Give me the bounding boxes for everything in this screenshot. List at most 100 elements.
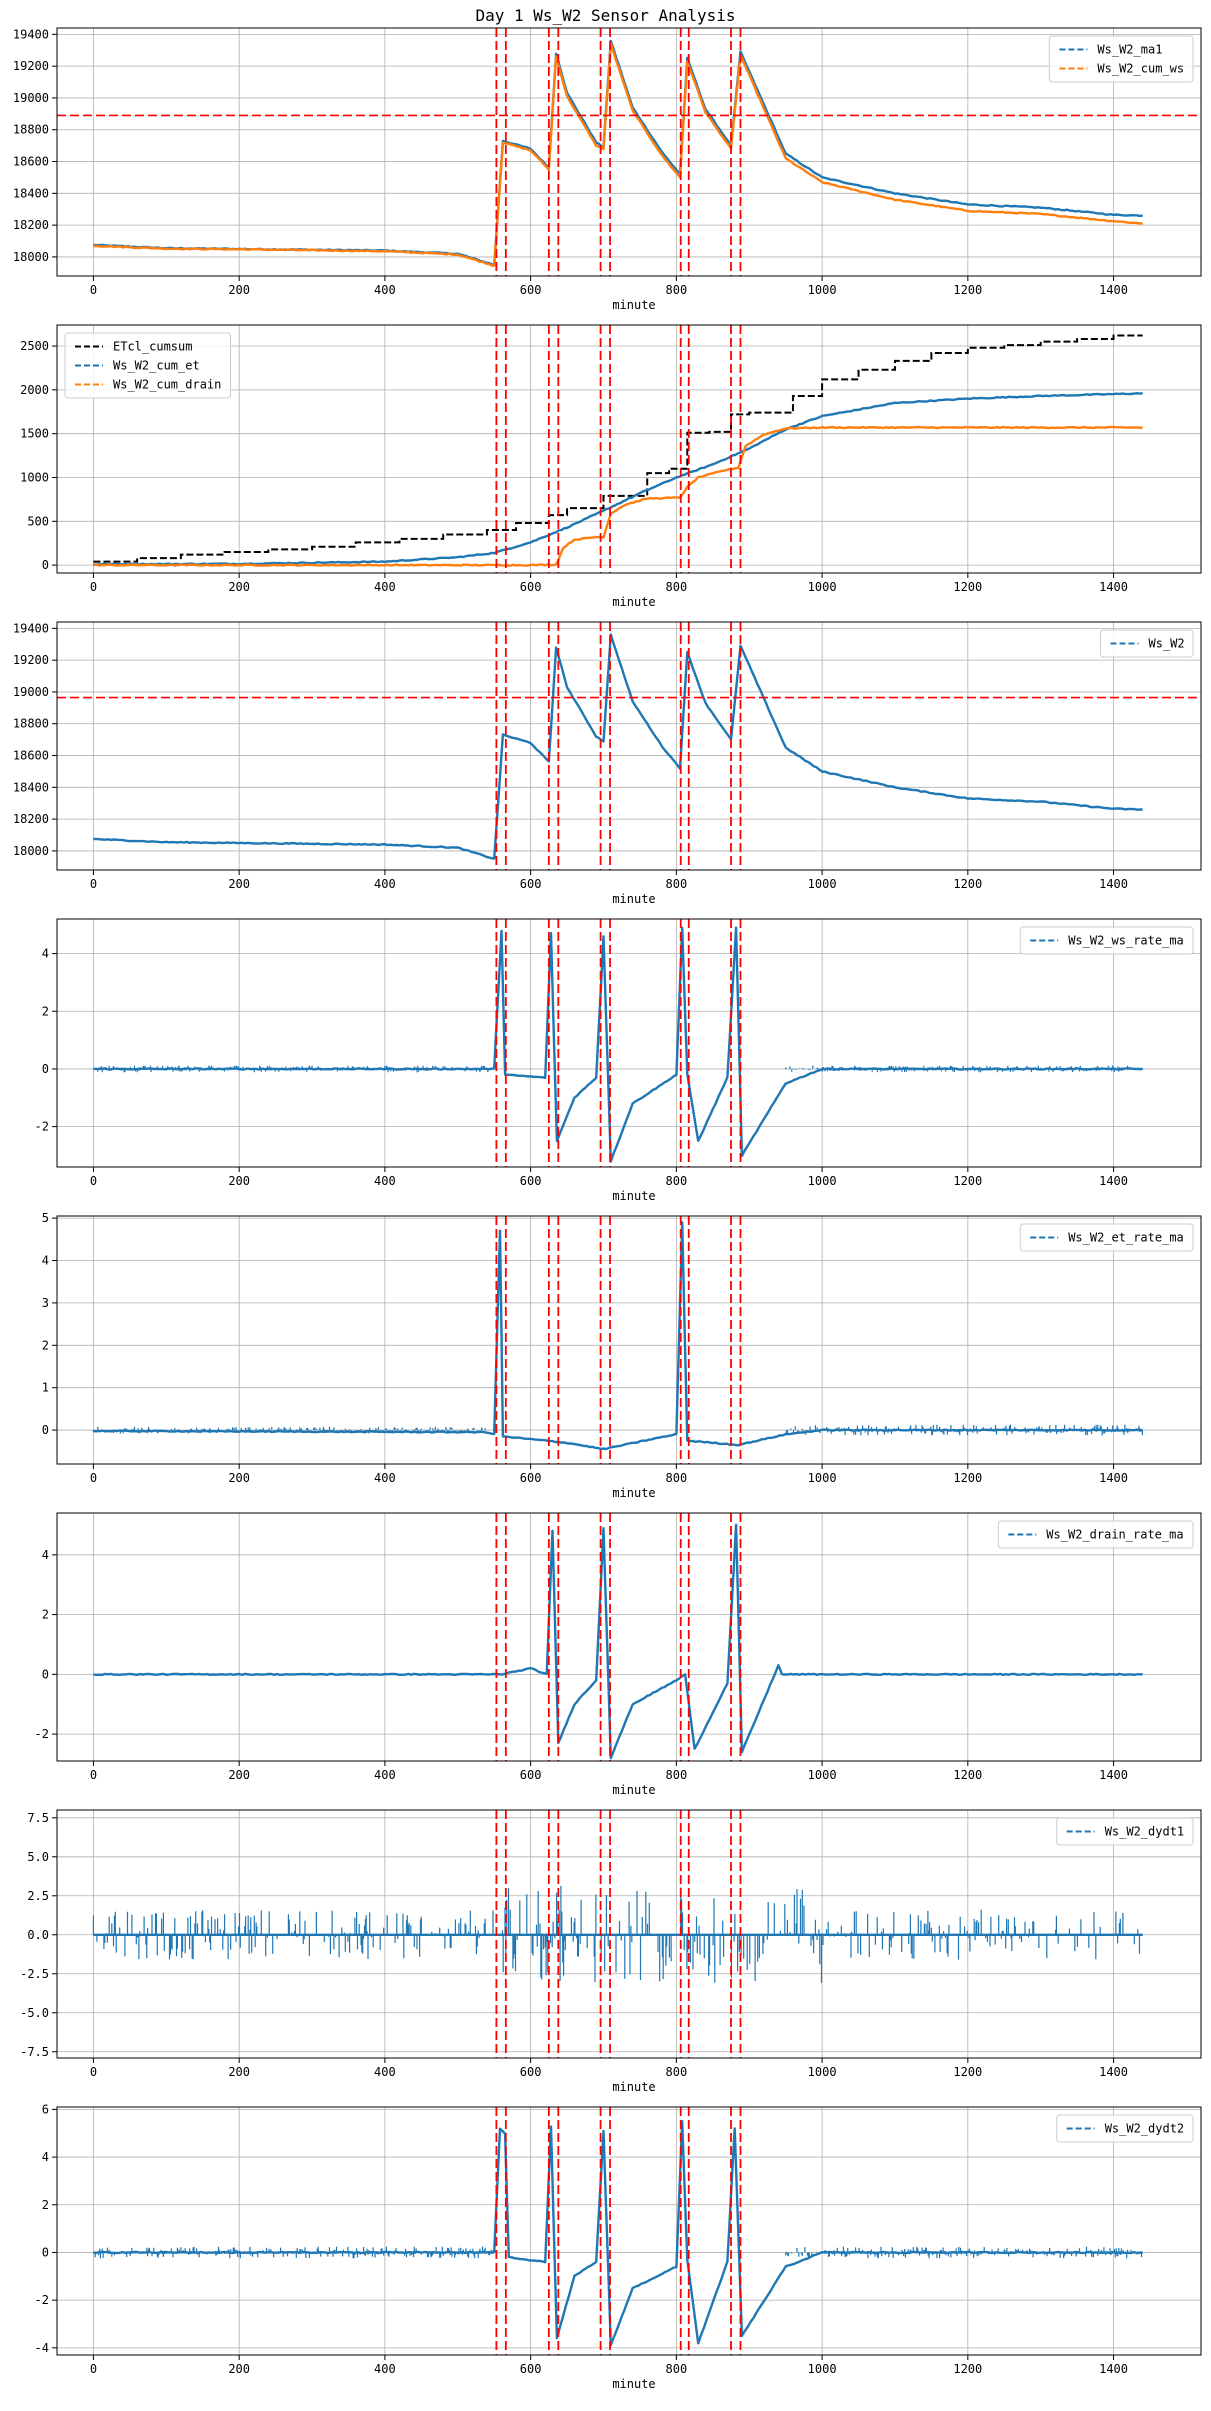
y-tick-label: 0.0 xyxy=(27,1928,49,1942)
x-tick-label: 1200 xyxy=(953,877,982,891)
x-tick-label: 200 xyxy=(228,2362,250,2376)
y-tick-label: -4 xyxy=(35,2341,49,2355)
legend: Ws_W2_ws_rate_ma xyxy=(1019,926,1194,955)
x-tick-label: 1400 xyxy=(1099,1174,1128,1188)
plot-area xyxy=(92,1221,1143,1451)
series-ETcl_cumsum xyxy=(93,334,1143,563)
x-tick-label: 600 xyxy=(520,283,542,297)
legend-label: Ws_W2_cum_ws xyxy=(1097,62,1184,76)
x-tick-label: 600 xyxy=(520,1174,542,1188)
legend-label: Ws_W2_et_rate_ma xyxy=(1068,1231,1184,1245)
subplot-6: 0 200 400 600 800 1000 1200 1400 -2 0 2 4 minute Ws_W… xyxy=(35,1512,1202,1797)
y-tick-label: 2500 xyxy=(20,339,49,353)
legend-box xyxy=(1100,629,1194,658)
plot-area xyxy=(93,926,1143,1163)
x-tick-label: 1200 xyxy=(953,1174,982,1188)
y-tick-label: -5.0 xyxy=(20,2006,49,2020)
x-tick-label: 800 xyxy=(666,2065,688,2079)
x-tick-label: 1000 xyxy=(808,580,837,594)
y-tick-label: 2000 xyxy=(20,383,49,397)
legend-box xyxy=(1056,1817,1194,1846)
x-tick-label: 1400 xyxy=(1099,1471,1128,1485)
x-tick-label: 400 xyxy=(374,1174,396,1188)
axes-frame xyxy=(56,2106,1202,2356)
series-Ws_W2_ma1 xyxy=(93,39,1143,267)
y-tick-label: 1000 xyxy=(20,470,49,484)
legend-label: ETcl_cumsum xyxy=(113,340,192,354)
y-tick-label: -2 xyxy=(35,2293,49,2307)
legend: Ws_W2 xyxy=(1100,629,1194,658)
x-tick-label: 600 xyxy=(520,877,542,891)
x-tick-label: 800 xyxy=(666,1471,688,1485)
plot-area xyxy=(93,334,1143,567)
x-tick-label: 1200 xyxy=(953,1471,982,1485)
y-tick-label: 19000 xyxy=(13,91,49,105)
x-tick-label: 600 xyxy=(520,2065,542,2079)
series-noise xyxy=(94,2246,1143,2259)
legend-label: Ws_W2_cum_drain xyxy=(113,378,221,392)
y-tick-label: 19400 xyxy=(13,621,49,635)
x-tick-label: 1000 xyxy=(808,877,837,891)
subplot-1: 0 200 400 600 800 1000 1200 1400 18000 18200 18400… xyxy=(13,27,1202,312)
legend-box xyxy=(1019,1223,1194,1252)
x-tick-label: 1000 xyxy=(808,2362,837,2376)
legend: ETcl_cumsum Ws_W2_cum_et Ws_W2_cum_drain xyxy=(64,332,231,399)
y-tick-label: 4 xyxy=(42,1254,49,1268)
x-axis-label: minute xyxy=(612,1189,655,1203)
legend-label: Ws_W2 xyxy=(1149,637,1185,651)
legend-label: Ws_W2_drain_rate_ma xyxy=(1046,1528,1183,1542)
y-tick-label: 0 xyxy=(42,1423,49,1437)
y-tick-label: 2 xyxy=(42,1004,49,1018)
y-tick-label: 0 xyxy=(42,1667,49,1681)
x-tick-label: 0 xyxy=(90,580,97,594)
x-tick-label: 400 xyxy=(374,1768,396,1782)
x-tick-label: 0 xyxy=(90,1174,97,1188)
x-tick-label: 400 xyxy=(374,580,396,594)
x-tick-label: 800 xyxy=(666,2362,688,2376)
y-tick-label: -2 xyxy=(35,1120,49,1134)
x-tick-label: 1200 xyxy=(953,2362,982,2376)
y-tick-label: 2.5 xyxy=(27,1889,49,1903)
y-tick-label: 5 xyxy=(42,1211,49,1225)
axes-frame xyxy=(56,1215,1202,1465)
y-tick-label: 18000 xyxy=(13,250,49,264)
legend-box xyxy=(1048,35,1194,83)
legend-box xyxy=(997,1520,1194,1549)
y-tick-label: 2 xyxy=(42,2198,49,2212)
y-tick-label: 18200 xyxy=(13,218,49,232)
x-tick-label: 0 xyxy=(90,2065,97,2079)
series-noise xyxy=(92,1886,1141,1983)
y-tick-label: 1 xyxy=(42,1381,49,1395)
axes-frame xyxy=(56,1809,1202,2059)
axes-frame xyxy=(56,918,1202,1168)
y-tick-label: 7.5 xyxy=(27,1811,49,1825)
series-noise xyxy=(92,1424,1143,1436)
axes-frame xyxy=(56,324,1202,574)
axes-frame xyxy=(56,27,1202,277)
series-Ws_W2_drain_rate_ma xyxy=(93,1523,1143,1760)
x-tick-label: 400 xyxy=(374,283,396,297)
series-Ws_W2_ws_rate_ma xyxy=(93,926,1143,1163)
legend-label: Ws_W2_cum_et xyxy=(113,359,200,373)
y-tick-label: 2 xyxy=(42,1608,49,1622)
y-tick-label: 18400 xyxy=(13,186,49,200)
legend: Ws_W2_drain_rate_ma xyxy=(997,1520,1194,1549)
x-tick-label: 1200 xyxy=(953,580,982,594)
x-tick-label: 600 xyxy=(520,2362,542,2376)
x-tick-label: 200 xyxy=(228,2065,250,2079)
legend-label: Ws_W2_ws_rate_ma xyxy=(1068,934,1184,948)
series-Ws_W2 xyxy=(93,633,1143,860)
x-tick-label: 0 xyxy=(90,877,97,891)
x-tick-label: 1200 xyxy=(953,2065,982,2079)
x-tick-label: 200 xyxy=(228,1471,250,1485)
axes-frame xyxy=(56,621,1202,871)
x-tick-label: 1000 xyxy=(808,1768,837,1782)
x-tick-label: 1000 xyxy=(808,2065,837,2079)
subplot-4: 0 200 400 600 800 1000 1200 1400 -2 0 2 4 minute Ws_W… xyxy=(35,918,1202,1203)
x-axis-label: minute xyxy=(612,2080,655,2094)
x-axis-label: minute xyxy=(612,1783,655,1797)
series-Ws_W2_cum_ws xyxy=(93,42,1143,267)
x-tick-label: 800 xyxy=(666,1174,688,1188)
x-tick-label: 800 xyxy=(666,877,688,891)
legend: Ws_W2_et_rate_ma xyxy=(1019,1223,1194,1252)
